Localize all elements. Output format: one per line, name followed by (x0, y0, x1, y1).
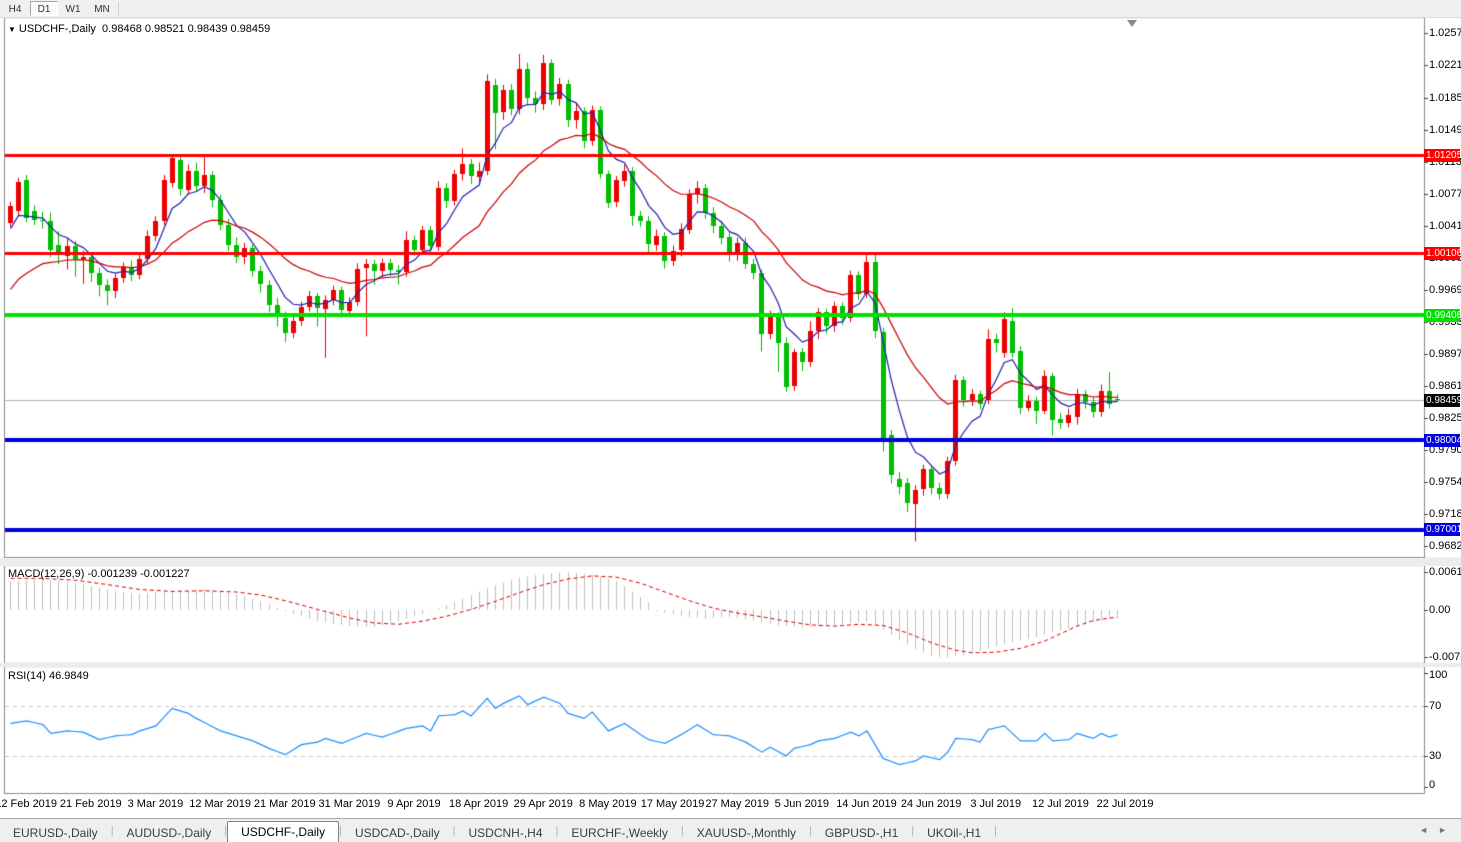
macd-values: -0.001239 -0.001227 (87, 568, 190, 580)
tab-separator: | (809, 825, 812, 837)
date-tick-label: 24 Jun 2019 (900, 798, 962, 810)
price-level-badge: 0.98004 (1424, 433, 1461, 447)
date-tick-label: 22 Jul 2019 (1096, 798, 1154, 810)
macd-tick-label: 0.00 (1429, 604, 1451, 616)
rsi-tick-label: 70 (1429, 699, 1442, 712)
tab-usdcad-daily[interactable]: USDCAD-,Daily (354, 826, 440, 840)
macd-tick-label: -0.00761 (1429, 651, 1461, 664)
tab-separator: | (911, 825, 915, 837)
rsi-name: RSI(14) (8, 670, 46, 682)
tab-separator: | (452, 825, 456, 837)
tab-audusd-daily[interactable]: AUDUSD-,Daily (126, 826, 212, 840)
rsi-value: 46.9849 (48, 670, 89, 682)
chart-tab-bar: EURUSD-,Daily | AUDUSD-,Daily | USDCHF-,Dail… (0, 818, 1461, 842)
price-level-badge: 1.01205 (1424, 148, 1461, 162)
timeframe-button-w1[interactable]: W1 (65, 4, 81, 15)
price-tick-label: 1.01490 (1429, 123, 1461, 136)
date-tick-label: 5 Jun 2019 (774, 798, 830, 810)
date-tick-label: 3 Mar 2019 (127, 798, 184, 810)
chart-canvas[interactable] (0, 0, 1461, 818)
symbol-title: ▼ USDCHF-,Daily 0.98468 0.98521 0.98439 0… (8, 23, 270, 35)
tab-eurusd-daily[interactable]: EURUSD-,Daily (13, 826, 98, 840)
symbol-name: USDCHF-,Daily (18, 23, 96, 35)
tab-xauusd-monthly[interactable]: XAUUSD-,Monthly (696, 826, 797, 840)
tab-eurchf-weekly[interactable]: EURCHF-,Weekly (571, 826, 668, 840)
price-level-badge: 0.97001 (1424, 523, 1461, 537)
chart-shift-marker[interactable] (1126, 20, 1137, 27)
current-price-badge: 0.98459 (1424, 394, 1461, 407)
tab-scroll-right-icon[interactable]: ► (1438, 825, 1447, 835)
date-tick-label: 9 Apr 2019 (387, 798, 441, 810)
tab-separator: | (555, 825, 559, 837)
tab-gbpusd-h1[interactable]: GBPUSD-,H1 (824, 826, 899, 840)
price-tick-label: 1.01850 (1429, 91, 1461, 104)
panel-splitter[interactable] (0, 663, 1461, 667)
date-tick-label: 21 Mar 2019 (253, 798, 316, 810)
tab-separator: | (994, 825, 997, 837)
timeframe-button-h4[interactable]: H4 (8, 4, 22, 15)
date-tick-label: 12 Mar 2019 (189, 798, 251, 810)
date-tick-label: 18 Apr 2019 (448, 798, 509, 810)
date-tick-label: 8 May 2019 (579, 798, 637, 810)
tab-separator: | (339, 825, 342, 837)
price-level-badge: 0.99406 (1424, 308, 1461, 322)
timeframe-button-mn[interactable]: MN (94, 4, 110, 15)
toolbar-divider (118, 2, 119, 15)
tab-usdcnh-h4[interactable]: USDCNH-,H4 (468, 826, 543, 840)
date-tick-label: 12 Feb 2019 (0, 798, 58, 810)
macd-tick-label: 0.00613 (1429, 566, 1461, 578)
rsi-tick-label: 0 (1429, 779, 1436, 791)
tab-usdchf-daily[interactable]: USDCHF-,Daily (227, 821, 340, 842)
date-tick-label: 27 May 2019 (705, 798, 769, 810)
macd-indicator-label: MACD(12,26,9) -0.001239 -0.001227 (8, 568, 190, 580)
date-tick-label: 14 Jun 2019 (836, 798, 897, 810)
tab-ukoil-h1[interactable]: UKOil-,H1 (927, 826, 982, 840)
tab-separator: | (680, 825, 684, 837)
rsi-tick-label: 30 (1429, 749, 1442, 762)
price-tick-label: 1.02210 (1429, 59, 1461, 72)
tab-scrollers: ◄ ► (1419, 825, 1447, 835)
tab-scroll-left-icon[interactable]: ◄ (1419, 825, 1429, 835)
tab-separator: | (224, 825, 228, 837)
date-tick-label: 12 Jul 2019 (1031, 798, 1089, 810)
date-tick-label: 17 May 2019 (640, 798, 705, 810)
date-tick-label: 21 Feb 2019 (59, 798, 122, 810)
symbol-dropdown-icon[interactable]: ▼ (8, 25, 16, 34)
date-tick-label: 31 Mar 2019 (318, 798, 381, 810)
panel-splitter[interactable] (0, 558, 1461, 566)
tab-separator: | (110, 825, 114, 837)
symbol-ohlc-values: 0.98468 0.98521 0.98439 0.98459 (102, 23, 271, 35)
price-tick-label: 1.02570 (1429, 27, 1461, 40)
date-tick-label: 3 Jul 2019 (970, 798, 1022, 810)
price-level-badge: 1.00106 (1424, 246, 1461, 260)
price-tick-label: 1.00770 (1429, 187, 1461, 200)
timeframe-toolbar: H4 D1 W1 MN (0, 0, 1461, 18)
rsi-tick-label: 100 (1429, 669, 1448, 681)
macd-name: MACD(12,26,9) (8, 568, 85, 580)
rsi-indicator-label: RSI(14) 46.9849 (8, 670, 89, 682)
timeframe-button-d1[interactable]: D1 (30, 1, 58, 16)
date-tick-label: 29 Apr 2019 (513, 798, 573, 810)
